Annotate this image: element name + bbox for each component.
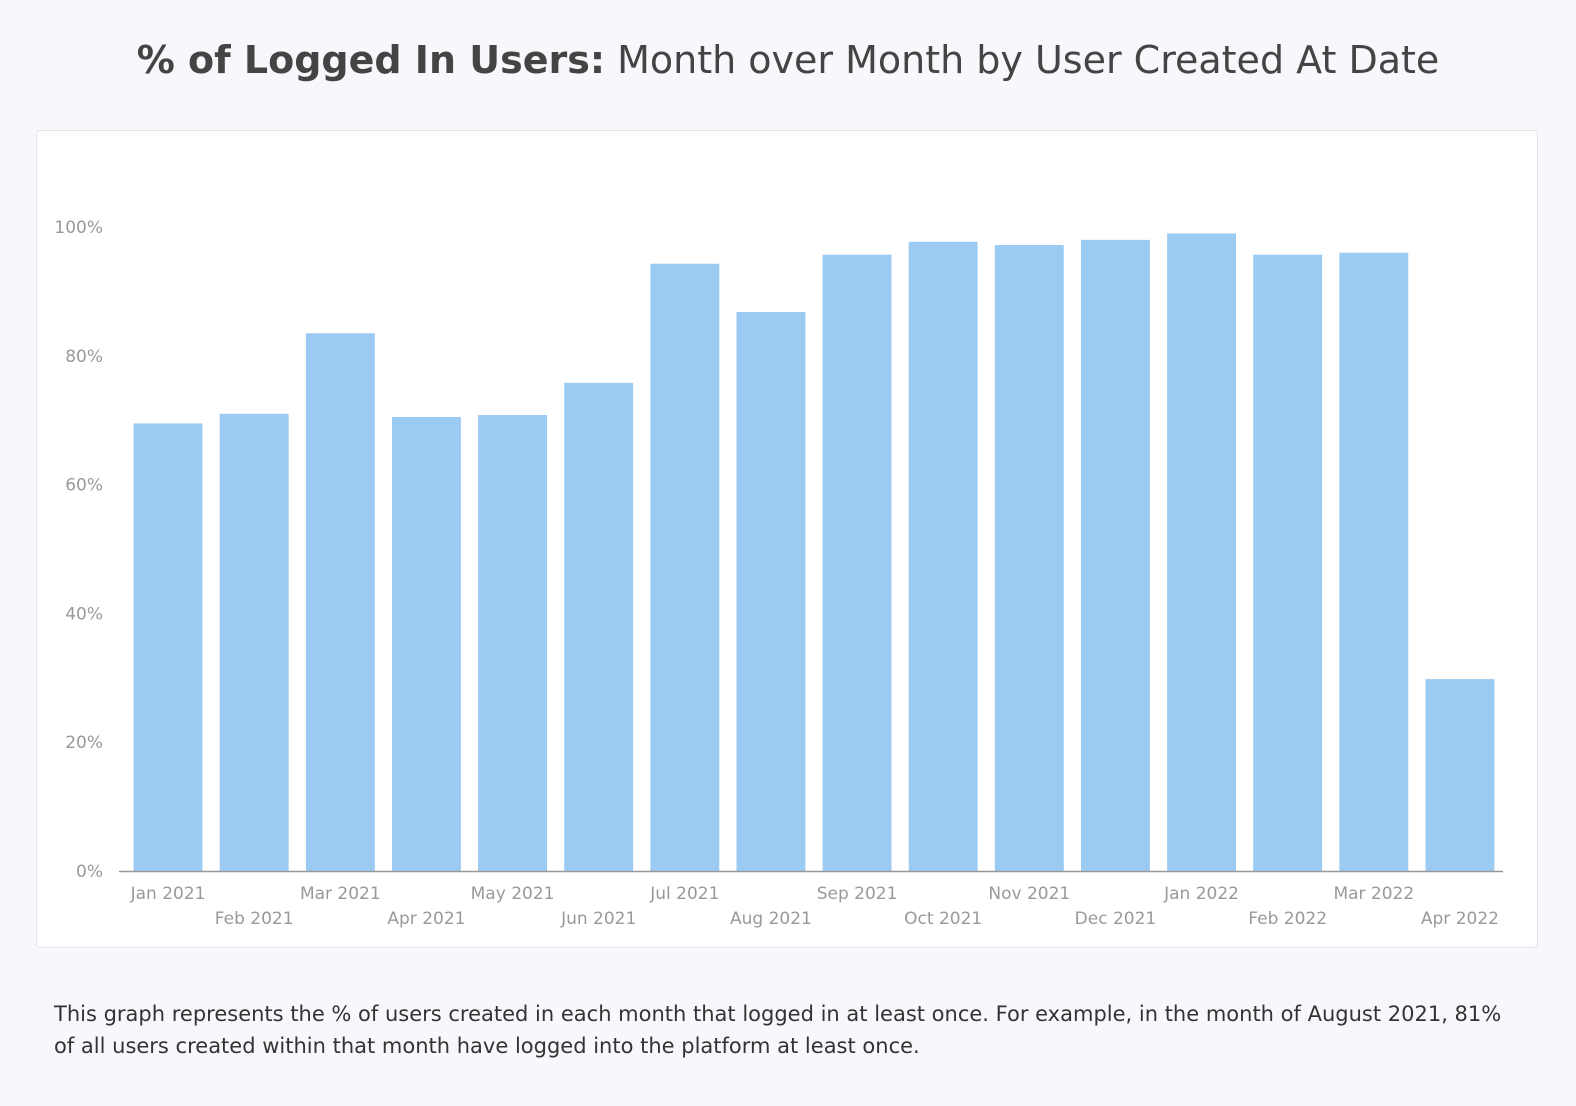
x-tick-label: Nov 2021 [988, 884, 1070, 904]
x-tick-label: Sep 2021 [817, 884, 898, 904]
bar-apr-2021[interactable] [391, 416, 461, 871]
bar-jul-2021[interactable] [650, 263, 720, 871]
x-tick-label: Jun 2021 [560, 909, 636, 929]
x-tick-label: Mar 2022 [1333, 884, 1414, 904]
bar-oct-2021[interactable] [908, 241, 978, 871]
y-tick-label: 100% [54, 218, 103, 238]
bar-may-2021[interactable] [478, 415, 548, 871]
chart-caption: This graph represents the % of users cre… [54, 1002, 1502, 1058]
bar-feb-2022[interactable] [1253, 254, 1323, 871]
bar-aug-2021[interactable] [736, 312, 806, 871]
y-tick-label: 20% [65, 733, 103, 753]
x-tick-label: Feb 2022 [1248, 909, 1327, 929]
chart-title: % of Logged In Users: Month over Month b… [0, 36, 1576, 84]
y-tick-label: 60% [65, 476, 103, 496]
bar-sep-2021[interactable] [822, 254, 892, 871]
x-tick-label: Oct 2021 [904, 909, 982, 929]
bar-chart: 0% 20% 40% 60% 80% 100% Jan 2021 Feb 2021 Mar 20… [54, 218, 1503, 929]
bar-mar-2021[interactable] [305, 333, 375, 871]
bar-nov-2021[interactable] [994, 245, 1064, 872]
y-tick-label: 80% [65, 347, 103, 367]
bar-dec-2021[interactable] [1080, 239, 1150, 871]
x-tick-label: Jan 2021 [130, 884, 206, 904]
x-tick-label: Feb 2021 [215, 909, 294, 929]
y-tick-label: 40% [65, 604, 103, 624]
bar-apr-2022[interactable] [1425, 679, 1495, 871]
x-tick-label: Jan 2022 [1163, 884, 1239, 904]
x-tick-label: Apr 2021 [387, 909, 465, 929]
bar-jan-2022[interactable] [1167, 233, 1237, 871]
bar-jan-2021[interactable] [133, 423, 203, 871]
x-tick-label: Mar 2021 [300, 884, 381, 904]
bar-jun-2021[interactable] [564, 382, 634, 871]
x-tick-label: Aug 2021 [730, 909, 812, 929]
y-tick-label: 0% [76, 862, 103, 882]
chart-title-bold: % of Logged In Users: [136, 38, 606, 82]
chart-title-rest: Month over Month by User Created At Date [605, 38, 1440, 82]
chart-card: 0% 20% 40% 60% 80% 100% Jan 2021 Feb 2021 Mar 20… [36, 130, 1538, 948]
x-tick-label: Jul 2021 [649, 884, 719, 904]
bar-feb-2021[interactable] [219, 413, 289, 871]
x-tick-label: Dec 2021 [1075, 909, 1157, 929]
x-tick-label: Apr 2022 [1421, 909, 1499, 929]
x-tick-label: May 2021 [471, 884, 555, 904]
bar-mar-2022[interactable] [1339, 252, 1409, 871]
